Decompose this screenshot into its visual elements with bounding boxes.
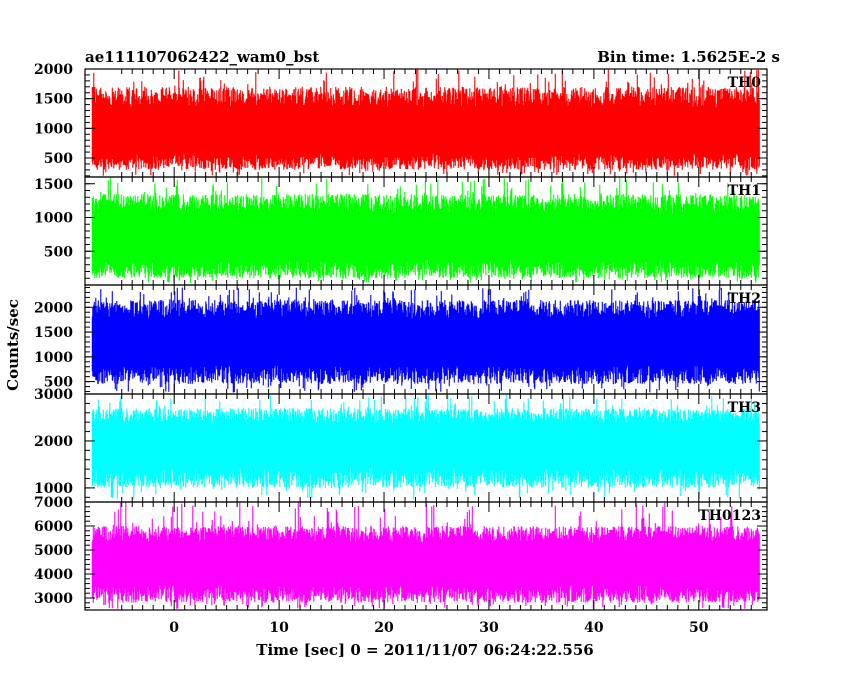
x-tick-label: 50 [689, 620, 709, 636]
x-tick-label: 20 [374, 620, 394, 636]
y-tick-label: 2000 [34, 434, 73, 450]
y-tick-label: 7000 [34, 495, 73, 511]
y-tick-label: 5000 [34, 543, 73, 559]
y-tick-label: 3000 [34, 387, 73, 403]
series-trace-th0123 [91, 502, 760, 609]
x-tick-label: 0 [169, 620, 179, 636]
y-tick-label: 2000 [34, 300, 73, 316]
panels-group: TH0500100015002000TH150010001500TH250010… [34, 62, 768, 636]
panel-label-th1: TH1 [728, 183, 761, 199]
y-tick-label: 500 [44, 244, 73, 260]
y-tick-label: 1500 [34, 92, 73, 108]
y-tick-label: 1000 [34, 211, 73, 227]
series-trace-th0 [91, 69, 760, 176]
y-tick-label: 1000 [34, 350, 73, 366]
panel-label-th2: TH2 [728, 291, 761, 307]
y-tick-label: 1000 [34, 121, 73, 137]
y-tick-label: 6000 [34, 519, 73, 535]
chart-title-right: Bin time: 1.5625E-2 s [597, 48, 780, 66]
series-trace-th1 [91, 177, 760, 283]
y-tick-label: 4000 [34, 567, 73, 583]
y-tick-label: 500 [44, 151, 73, 167]
y-tick-label: 1500 [34, 325, 73, 341]
series-trace-th3 [91, 394, 760, 500]
series-trace-th2 [91, 287, 760, 393]
y-tick-label: 2000 [34, 62, 73, 78]
panel-label-th3: TH3 [728, 400, 761, 416]
panel-label-th0123: TH0123 [698, 508, 761, 524]
x-tick-label: 10 [269, 620, 289, 636]
y-axis-label: Counts/sec [4, 299, 22, 391]
x-tick-label: 40 [584, 620, 604, 636]
y-tick-label: 1000 [34, 481, 73, 497]
x-tick-label: 30 [479, 620, 499, 636]
x-axis-label: Time [sec] 0 = 2011/11/07 06:24:22.556 [256, 641, 593, 659]
y-tick-label: 1500 [34, 177, 73, 193]
y-tick-label: 500 [44, 375, 73, 391]
panel-label-th0: TH0 [728, 75, 762, 91]
chart-title-left: ae111107062422_wam0_bst [85, 48, 319, 66]
y-tick-label: 3000 [34, 591, 73, 607]
